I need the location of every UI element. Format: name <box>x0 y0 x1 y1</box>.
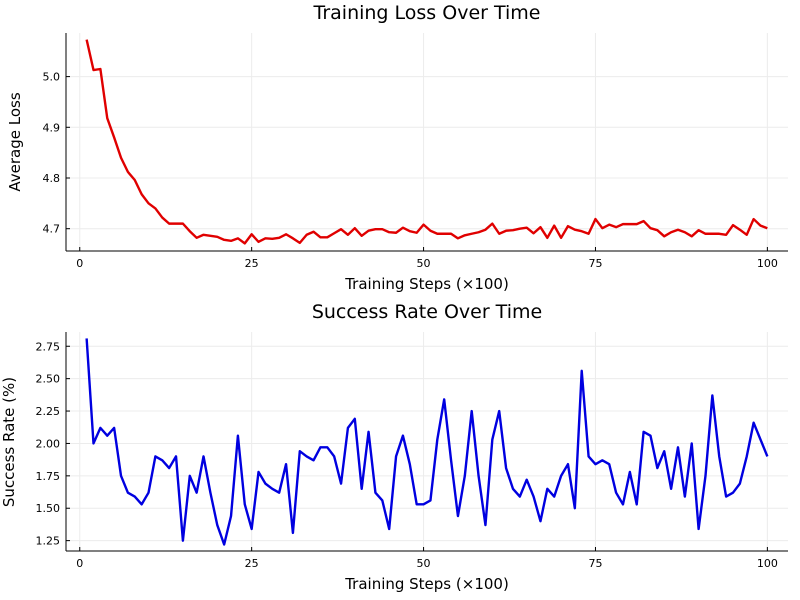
success-x-tick-label: 25 <box>245 557 259 570</box>
loss-y-tick-label: 4.7 <box>43 223 61 236</box>
loss-y-tick-label: 5.0 <box>43 71 61 84</box>
loss-chart-title: Training Loss Over Time <box>313 2 541 24</box>
success-gridlines <box>66 332 788 551</box>
success-y-tick-label: 1.50 <box>36 502 61 515</box>
loss-x-axis-label: Training Steps (×100) <box>344 275 509 293</box>
loss-x-tick-label: 0 <box>76 257 83 270</box>
loss-x-tick-label: 50 <box>417 257 431 270</box>
success-x-tick-label: 75 <box>588 557 602 570</box>
loss-gridlines <box>66 33 788 251</box>
loss-x-tick-label: 75 <box>588 257 602 270</box>
success-y-tick-label: 2.00 <box>36 437 61 450</box>
success-y-tick-label: 2.75 <box>36 340 61 353</box>
success-x-axis-label: Training Steps (×100) <box>344 575 509 593</box>
success-x-tick-label: 50 <box>417 557 431 570</box>
success-y-tick-label: 2.50 <box>36 373 61 386</box>
loss-y-axis-label: Average Loss <box>6 92 24 191</box>
loss-y-tick-label: 4.9 <box>43 121 61 134</box>
success-y-tick-label: 1.25 <box>36 535 61 548</box>
success-y-tick-label: 1.75 <box>36 470 61 483</box>
success-x-tick-label: 0 <box>76 557 83 570</box>
loss-x-tick-label: 100 <box>757 257 778 270</box>
success-y-tick-label: 2.25 <box>36 405 61 418</box>
loss-chart: Training Loss Over Time 0 25 50 75 100 4.7 4.8… <box>6 2 788 293</box>
success-y-axis-label: Success Rate (%) <box>0 377 18 507</box>
loss-y-tick-label: 4.8 <box>43 172 61 185</box>
loss-tick-labels: 0 25 50 75 100 4.7 4.8 4.9 5.0 <box>43 71 778 270</box>
loss-series-line <box>85 39 768 245</box>
success-series-line <box>85 338 769 546</box>
loss-x-tick-label: 25 <box>245 257 259 270</box>
success-tick-labels: 0 25 50 75 100 1.25 1.50 1.75 2.00 2.25 2.50 2.75 <box>36 340 778 570</box>
success-x-tick-label: 100 <box>757 557 778 570</box>
success-chart: Success Rate Over Time 0 25 50 75 100 1.25 1.5… <box>0 301 788 593</box>
success-chart-title: Success Rate Over Time <box>312 301 542 323</box>
